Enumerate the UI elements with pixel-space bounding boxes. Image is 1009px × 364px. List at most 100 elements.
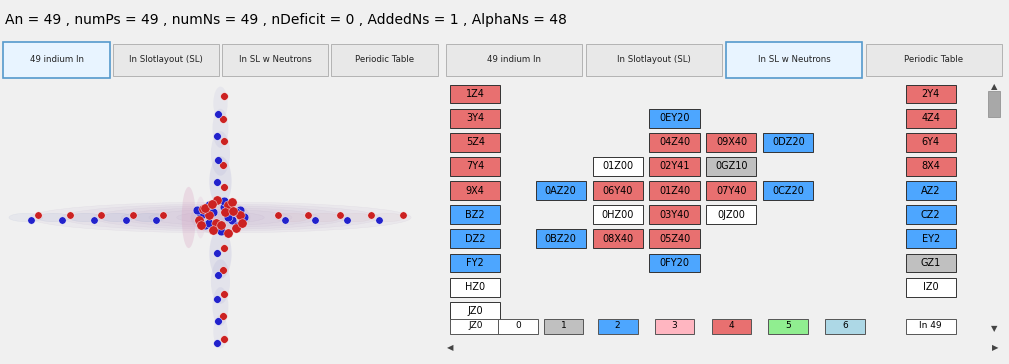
Ellipse shape — [30, 202, 411, 233]
Ellipse shape — [199, 214, 242, 221]
Bar — [113, 44, 219, 76]
Bar — [711, 319, 752, 333]
Text: 0: 0 — [515, 321, 521, 331]
Text: 1: 1 — [561, 321, 566, 331]
Ellipse shape — [149, 210, 292, 225]
Point — [205, 227, 221, 233]
Text: 0JZ00: 0JZ00 — [717, 210, 746, 220]
Bar — [450, 133, 500, 152]
Ellipse shape — [177, 212, 264, 223]
Point — [216, 291, 232, 297]
Bar — [906, 181, 956, 200]
Point — [227, 210, 243, 215]
Text: 6: 6 — [843, 321, 849, 331]
Point — [201, 219, 217, 225]
Point — [217, 210, 233, 215]
Point — [209, 219, 225, 225]
Text: In Slotlayout (SL): In Slotlayout (SL) — [618, 55, 691, 64]
Bar — [906, 229, 956, 248]
Ellipse shape — [94, 206, 347, 229]
Point — [215, 162, 231, 167]
Point — [194, 222, 210, 228]
Ellipse shape — [69, 213, 102, 222]
Point — [216, 336, 232, 341]
Text: 9X4: 9X4 — [466, 186, 484, 195]
Point — [332, 212, 348, 218]
Text: JZ0: JZ0 — [467, 306, 483, 316]
Point — [270, 212, 287, 218]
Text: 4Z4: 4Z4 — [921, 113, 940, 123]
Ellipse shape — [213, 315, 228, 348]
Point — [231, 212, 247, 218]
Ellipse shape — [121, 208, 320, 227]
Bar — [650, 109, 699, 127]
Bar — [592, 181, 643, 200]
Point — [210, 158, 226, 163]
Bar — [597, 319, 638, 333]
Bar — [764, 181, 813, 200]
Bar — [536, 181, 585, 200]
Bar — [450, 254, 500, 272]
Ellipse shape — [100, 213, 134, 222]
Text: 5Z4: 5Z4 — [466, 137, 484, 147]
Text: In SL w Neutrons: In SL w Neutrons — [758, 55, 830, 64]
Bar — [650, 205, 699, 224]
Bar — [650, 157, 699, 176]
Text: 06Y40: 06Y40 — [602, 186, 633, 195]
Text: 49 indium In: 49 indium In — [487, 55, 541, 64]
Ellipse shape — [339, 213, 372, 222]
Point — [62, 212, 78, 218]
Point — [204, 201, 220, 206]
Point — [229, 223, 245, 229]
Ellipse shape — [9, 213, 42, 222]
Text: 01Z00: 01Z00 — [602, 161, 634, 171]
Point — [154, 212, 171, 218]
Text: 09X40: 09X40 — [716, 137, 747, 147]
Point — [209, 340, 225, 346]
Point — [194, 212, 210, 218]
Text: 2: 2 — [614, 321, 621, 331]
Ellipse shape — [213, 109, 228, 148]
Point — [224, 217, 240, 223]
Bar — [536, 229, 585, 248]
Text: ▲: ▲ — [991, 82, 997, 91]
Bar — [450, 229, 500, 248]
Point — [215, 116, 231, 122]
Text: 4: 4 — [728, 321, 735, 331]
Bar — [706, 205, 757, 224]
Text: 07Y40: 07Y40 — [716, 186, 747, 195]
Ellipse shape — [213, 287, 228, 326]
Point — [190, 207, 206, 213]
Point — [216, 138, 232, 144]
Point — [231, 207, 247, 213]
Point — [227, 225, 243, 231]
Text: 8X4: 8X4 — [921, 161, 940, 171]
Text: 3: 3 — [672, 321, 677, 331]
Point — [216, 204, 232, 210]
Ellipse shape — [370, 213, 405, 222]
Point — [224, 199, 240, 205]
Bar — [725, 42, 863, 78]
Point — [216, 198, 232, 204]
Text: 01Z40: 01Z40 — [659, 186, 690, 195]
Ellipse shape — [182, 187, 196, 248]
Text: CZ2: CZ2 — [921, 210, 940, 220]
Bar — [650, 254, 699, 272]
Text: ▶: ▶ — [992, 343, 998, 352]
Bar — [450, 157, 500, 176]
Bar — [906, 205, 956, 224]
Text: 0GZ10: 0GZ10 — [715, 161, 748, 171]
Point — [215, 268, 231, 273]
Bar — [544, 319, 583, 333]
Text: 0DZ20: 0DZ20 — [772, 137, 805, 147]
Bar — [906, 133, 956, 152]
Point — [191, 217, 207, 223]
Text: 0BZ20: 0BZ20 — [545, 234, 576, 244]
Text: In 49: In 49 — [919, 321, 942, 331]
Point — [125, 212, 141, 218]
Point — [209, 225, 225, 231]
Text: DZ2: DZ2 — [465, 234, 485, 244]
Bar — [906, 84, 956, 103]
Point — [209, 133, 225, 139]
Text: 3Y4: 3Y4 — [466, 113, 484, 123]
